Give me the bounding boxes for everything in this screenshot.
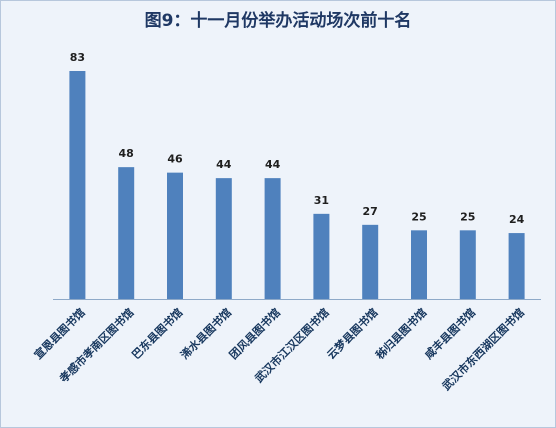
bar xyxy=(264,178,281,299)
bar xyxy=(118,167,135,299)
bar xyxy=(508,233,525,299)
data-label: 44 xyxy=(216,158,232,171)
data-label: 83 xyxy=(70,51,85,64)
data-label: 25 xyxy=(460,210,475,223)
bar xyxy=(167,172,183,299)
data-label: 24 xyxy=(509,213,525,226)
bar xyxy=(215,178,232,299)
data-label: 48 xyxy=(119,147,134,160)
data-label: 25 xyxy=(411,210,426,223)
data-label: 31 xyxy=(314,194,329,207)
bar xyxy=(362,224,379,299)
data-label: 27 xyxy=(363,205,378,218)
data-label: 46 xyxy=(167,153,183,166)
data-label: 44 xyxy=(265,158,281,171)
bar xyxy=(69,71,86,299)
bar xyxy=(313,213,330,299)
bar xyxy=(459,230,476,299)
chart-title: 图9：十一月份举办活动场次前十名 xyxy=(145,10,412,31)
bar xyxy=(411,230,427,299)
